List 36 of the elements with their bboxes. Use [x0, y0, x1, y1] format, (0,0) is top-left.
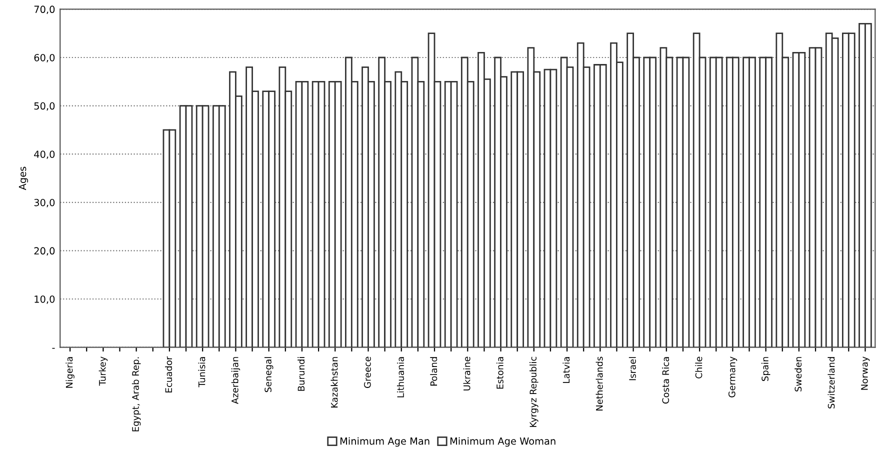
x-tick-label: Lithuania [397, 357, 404, 398]
x-tick-label: Chile [695, 356, 702, 378]
x-tick-label: Poland [430, 357, 438, 386]
x-tick-label: Greece [364, 356, 371, 388]
x-tick-label: Ukraine [463, 356, 470, 390]
x-tick-label: Sweden [794, 357, 802, 392]
y-tick-label: 20,0 [34, 247, 55, 256]
y-tick-label: 60,0 [34, 54, 55, 62]
y-tick-label: 40,0 [34, 150, 55, 159]
x-tick-label: Costa Rica [662, 357, 670, 404]
y-tick-label: - [52, 348, 55, 349]
y-tick-label: 50,0 [34, 102, 55, 111]
x-tick-label: Burundi [298, 357, 305, 391]
x-tick-label: Latvia [562, 357, 570, 383]
y-tick-label: 30,0 [34, 198, 55, 208]
x-tick-label: Switzerland [828, 357, 835, 408]
x-tick-label: Senegal [264, 357, 274, 392]
legend-label: Minimum Age Man [340, 437, 430, 447]
y-tick-label: 70,0 [34, 6, 55, 14]
y-axis-title: Ages [18, 166, 28, 190]
x-tick-label: Tunisia [198, 357, 206, 388]
x-tick-label: Ecuador [165, 356, 172, 392]
x-tick-label: Nigeria [66, 357, 74, 388]
x-tick-label: Azerbaijan [231, 357, 240, 404]
x-tick-label: Egypt, Arab Rep. [132, 357, 141, 432]
y-tick-label: 10,0 [34, 295, 55, 304]
x-tick-label: Netherlands [596, 356, 603, 410]
x-tick-label: Estonia [496, 357, 504, 389]
x-tick-label: Spain [761, 357, 770, 381]
legend-label: Minimum Age Woman [450, 437, 556, 447]
x-tick-label: Kyrgyz Republic [530, 356, 538, 427]
x-tick-label: Kazakhstan [330, 357, 338, 408]
x-tick-label: Turkey [98, 356, 108, 386]
x-tick-label: Germany [728, 356, 738, 398]
x-tick-label: Israel [628, 357, 636, 380]
x-tick-label: Norway [861, 356, 870, 390]
